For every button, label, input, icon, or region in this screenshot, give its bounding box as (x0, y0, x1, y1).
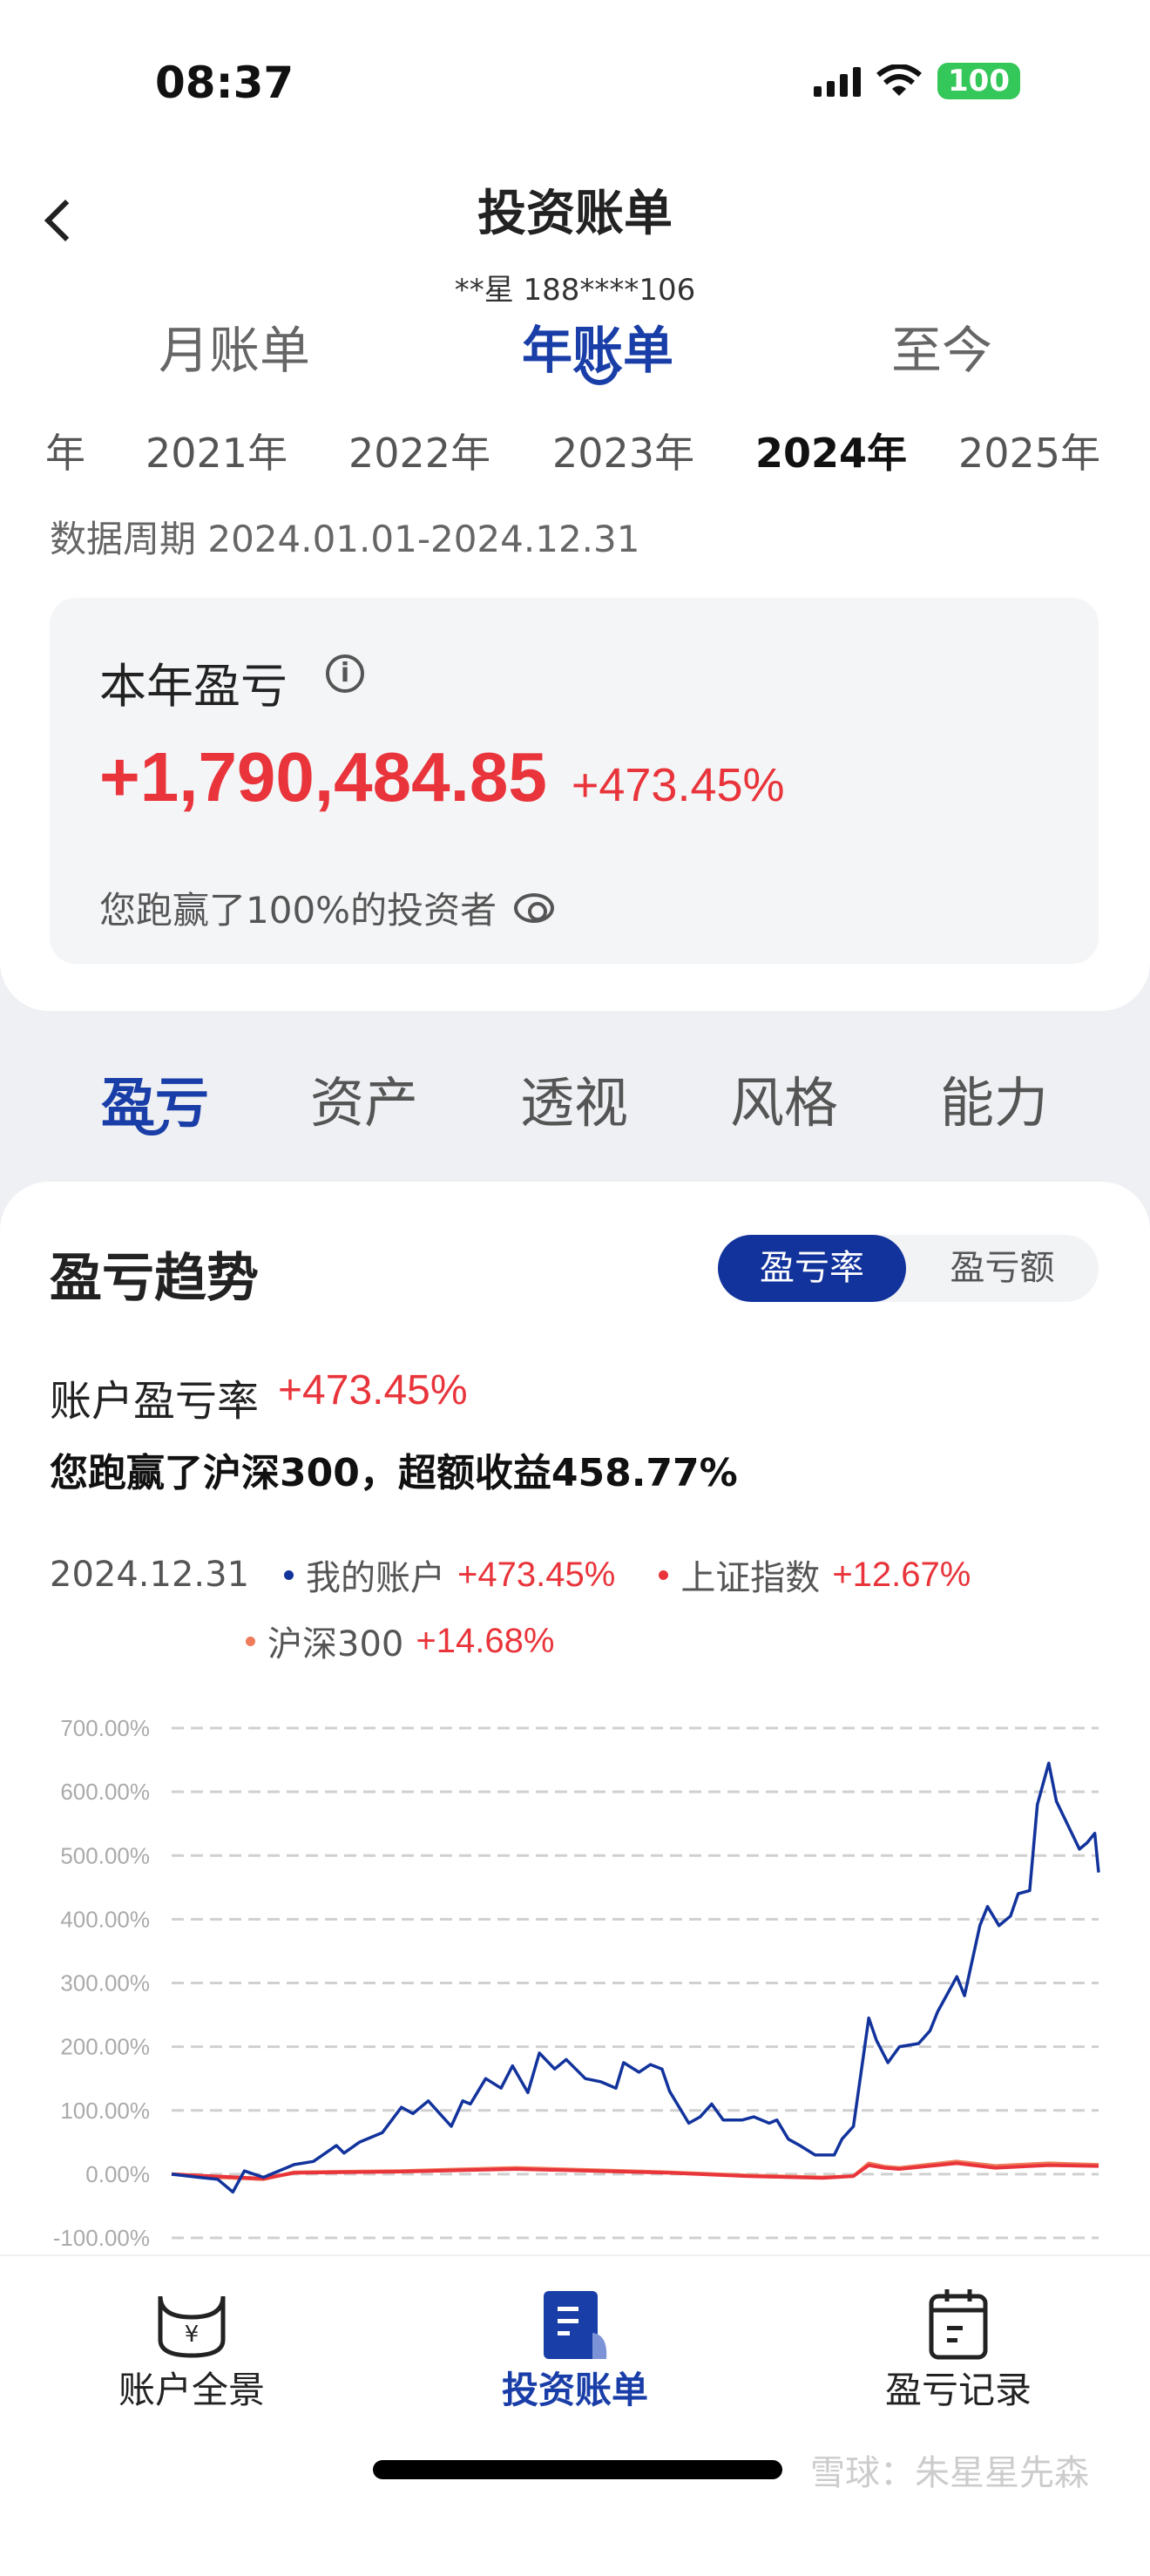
nav-investment-bill[interactable]: 投资账单 (383, 2256, 767, 2430)
yuan-pouch-icon: ¥ (158, 2295, 226, 2358)
account-rate: +473.45% (278, 1367, 468, 1413)
legend-sse-name: 上证指数 (680, 1558, 821, 1598)
legend-account-name: 我的账户 (306, 1558, 446, 1598)
legend-row-2: 沪深300 +14.68% (237, 1616, 577, 1666)
info-icon[interactable]: i (326, 654, 364, 693)
y-tick-label: 700.00% (60, 1715, 150, 1741)
year-2022[interactable]: 2022年 (348, 430, 491, 477)
section-title: 盈亏趋势 (50, 1248, 259, 1309)
legend-csi300-name: 沪深300 (267, 1624, 404, 1664)
signal-icon (814, 65, 861, 97)
tab-insight[interactable]: 透视 (520, 1071, 629, 1135)
account-rate-row: 账户盈亏率 +473.45% (50, 1366, 468, 1427)
beat-row: 您跑赢了100%的投资者 (99, 881, 555, 934)
pnl-amount: +1,790,484.85 (99, 738, 547, 816)
y-tick-label: 100.00% (60, 2098, 150, 2124)
battery-icon: 100 (937, 63, 1020, 99)
watermark: 雪球：朱星星先森 (810, 2453, 1089, 2493)
nav-label: 盈亏记录 (884, 2369, 1032, 2411)
legend-dot-sse (659, 1569, 669, 1580)
tab-style[interactable]: 风格 (730, 1071, 839, 1135)
legend-date: 2024.12.31 (50, 1555, 250, 1595)
y-tick-label: -100.00% (53, 2225, 150, 2251)
y-tick-label: 500.00% (60, 1842, 150, 1868)
series-line-我的账户 (171, 1761, 1100, 2194)
nav-label: 账户全景 (118, 2369, 265, 2411)
y-tick-label: 300.00% (60, 1970, 150, 1996)
year-item[interactable]: 年 (45, 430, 85, 477)
tab-to-date[interactable]: 至今 (891, 321, 993, 380)
active-tab-indicator (134, 1120, 169, 1135)
y-tick-label: 600.00% (60, 1779, 150, 1805)
pnl-row: +1,790,484.85 +473.45% (99, 737, 785, 817)
nav-account-overview[interactable]: ¥ 账户全景 (0, 2256, 383, 2430)
pnl-trend-chart[interactable]: 700.00% 600.00% 500.00% 400.00% 300.00% 200.0… (0, 1699, 1150, 2266)
toggle-rate[interactable]: 盈亏率 (718, 1235, 906, 1302)
legend-sse-value: +12.67% (832, 1555, 971, 1594)
bottom-nav: ¥ 账户全景 投资账单 盈亏记录 (0, 2254, 1150, 2499)
active-tab-indicator (580, 366, 619, 385)
y-tick-label: 400.00% (60, 1906, 150, 1932)
year-2021[interactable]: 2021年 (145, 430, 288, 477)
y-tick-label: 0.00% (85, 2161, 150, 2187)
wifi-icon (876, 64, 922, 96)
tab-ability[interactable]: 能力 (940, 1071, 1049, 1135)
pnl-rate: +473.45% (571, 759, 785, 811)
year-2024[interactable]: 2024年 (755, 430, 908, 477)
status-icons: 100 (814, 63, 1020, 99)
home-indicator[interactable] (373, 2460, 782, 2479)
status-time: 08:37 (155, 58, 294, 108)
tab-assets[interactable]: 资产 (310, 1071, 419, 1135)
legend-csi300-value: +14.68% (416, 1621, 555, 1660)
legend-dot-account (284, 1569, 294, 1580)
legend-dot-csi300 (246, 1636, 255, 1646)
data-period: 数据周期 2024.01.01-2024.12.31 (50, 518, 640, 560)
summary-card: 本年盈亏 i +1,790,484.85 +473.45% 您跑赢了100%的投… (50, 598, 1099, 964)
account-id: **星 188****106 (454, 273, 696, 308)
nav-label: 投资账单 (501, 2369, 648, 2411)
excess-return-text: 您跑赢了沪深300，超额收益458.77% (50, 1451, 738, 1495)
legend-account-value: +473.45% (457, 1555, 616, 1594)
year-2023[interactable]: 2023年 (552, 430, 695, 477)
calendar-record-icon (929, 2289, 988, 2360)
y-tick-label: 200.00% (60, 2034, 150, 2060)
beat-text: 您跑赢了100%的投资者 (99, 889, 497, 932)
svg-text:¥: ¥ (185, 2322, 200, 2348)
toggle-amount[interactable]: 盈亏额 (950, 1248, 1055, 1288)
summary-title: 本年盈亏 (99, 659, 288, 714)
page-title: 投资账单 (477, 186, 673, 242)
tab-monthly[interactable]: 月账单 (159, 321, 311, 380)
bill-icon (544, 2291, 607, 2359)
account-rate-label: 账户盈亏率 (50, 1377, 260, 1426)
nav-pnl-record[interactable]: 盈亏记录 (767, 2256, 1150, 2430)
series-line-上证指数 (171, 2161, 1099, 2180)
year-2025[interactable]: 2025年 (958, 430, 1101, 477)
legend-row-1: 2024.12.31 我的账户 +473.45% 上证指数 +12.67% (50, 1549, 993, 1600)
metric-toggle: 盈亏率 盈亏额 (718, 1235, 1099, 1302)
eye-icon[interactable] (514, 892, 555, 923)
